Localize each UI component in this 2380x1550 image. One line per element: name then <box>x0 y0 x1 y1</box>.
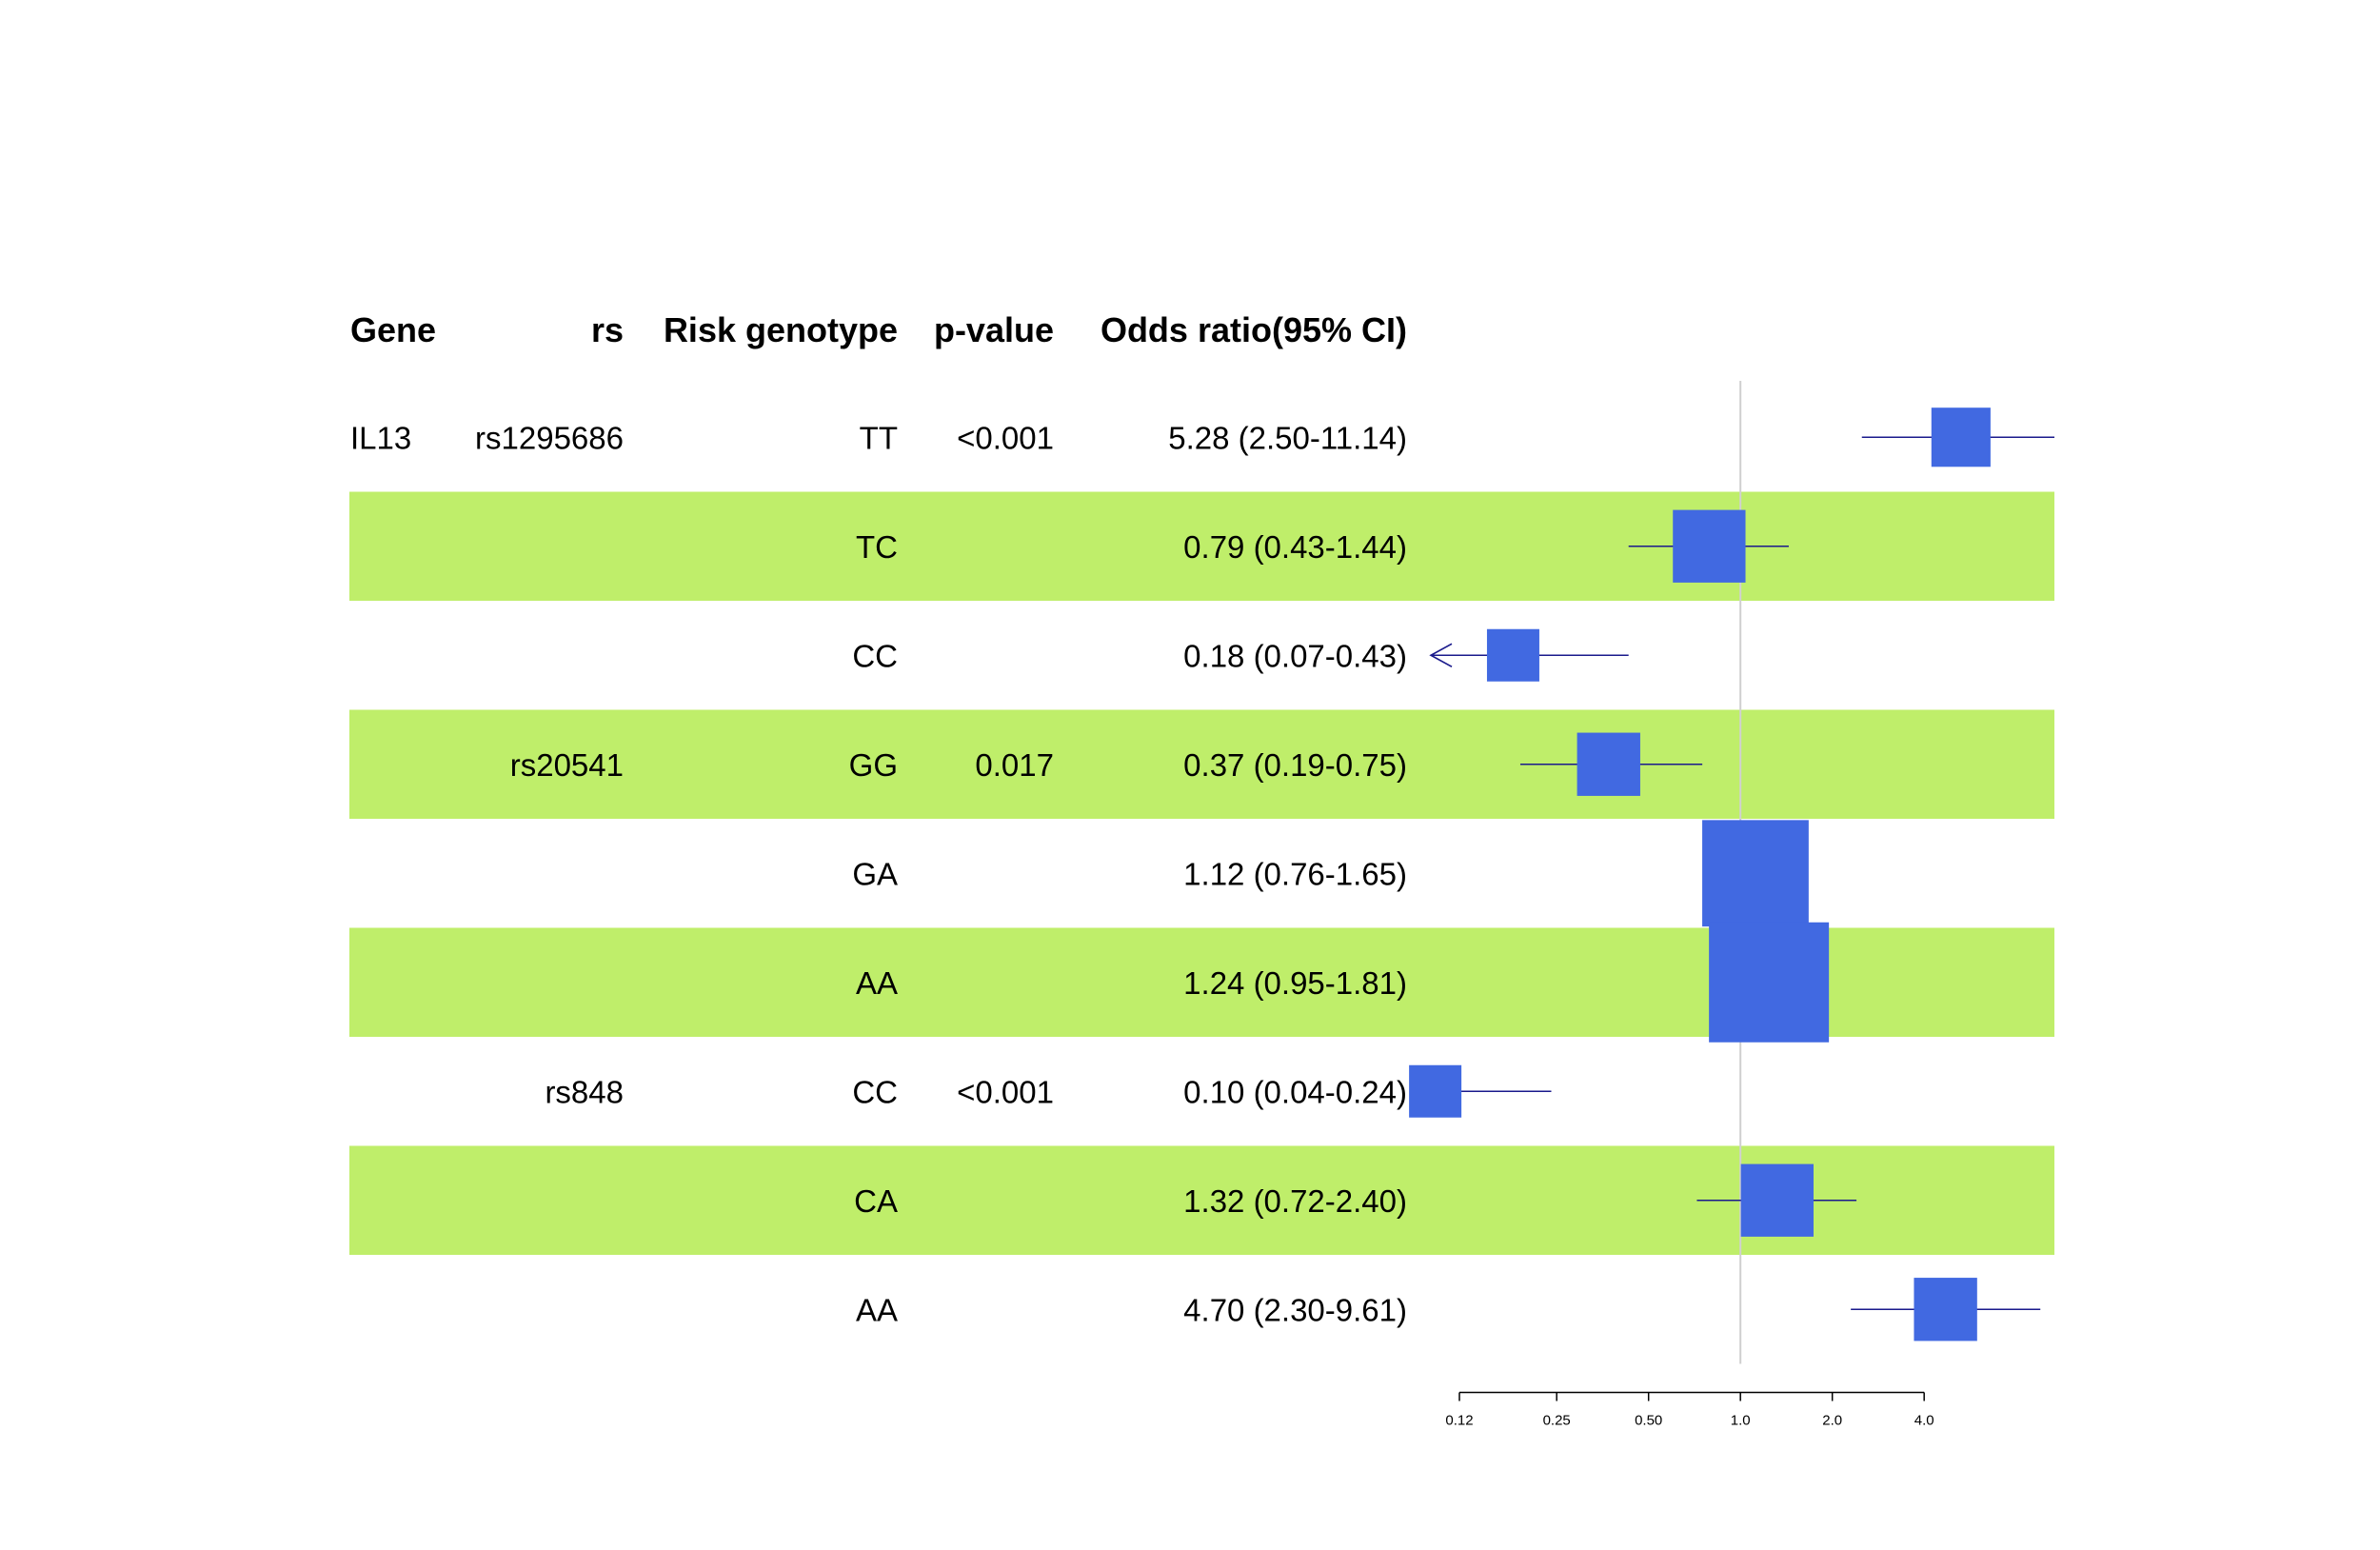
cell-odds-ratio: 0.37 (0.19-0.75) <box>1183 747 1407 783</box>
cell-p-value: <0.001 <box>957 420 1054 455</box>
table-header: Gene rs Risk genotype p-value Odds ratio… <box>350 310 1407 349</box>
x-axis: 0.12 0.25 0.50 1.0 2.0 4.0 <box>1445 1391 1934 1429</box>
or-box <box>1914 1278 1977 1341</box>
cell-genotype: GG <box>849 747 898 783</box>
cell-gene: IL13 <box>350 420 411 455</box>
cell-rs: rs20541 <box>510 747 624 783</box>
cell-genotype: CC <box>852 638 898 673</box>
table-rows: IL13 rs1295686 TT <0.001 5.28 (2.50-11.14) TC… <box>350 420 1407 1327</box>
or-box <box>1709 922 1830 1043</box>
or-box <box>1409 1064 1462 1118</box>
cell-odds-ratio: 0.18 (0.07-0.43) <box>1183 638 1407 673</box>
header-gene: Gene <box>350 310 436 349</box>
cell-p-value: <0.001 <box>957 1074 1054 1109</box>
cell-p-value: 0.017 <box>975 747 1054 783</box>
cell-genotype: GA <box>852 856 898 891</box>
or-box <box>1702 820 1809 927</box>
or-box <box>1577 732 1640 796</box>
x-tick-label: 0.50 <box>1635 1413 1662 1429</box>
cell-odds-ratio: 1.32 (0.72-2.40) <box>1183 1183 1407 1219</box>
cell-odds-ratio: 0.79 (0.43-1.44) <box>1183 529 1407 565</box>
or-box <box>1673 509 1746 583</box>
cell-genotype: TT <box>860 420 898 455</box>
header-risk-genotype: Risk genotype <box>664 310 898 349</box>
or-box <box>1486 628 1539 682</box>
x-tick-label: 4.0 <box>1914 1413 1934 1429</box>
cell-odds-ratio: 4.70 (2.30-9.61) <box>1183 1292 1407 1327</box>
or-box <box>1740 1163 1814 1237</box>
header-rs: rs <box>591 310 624 349</box>
cell-odds-ratio: 1.24 (0.95-1.81) <box>1183 965 1407 1001</box>
cell-odds-ratio: 0.10 (0.04-0.24) <box>1183 1074 1407 1109</box>
row-band <box>349 709 2054 819</box>
header-odds-ratio: Odds ratio(95% CI) <box>1101 310 1407 349</box>
cell-odds-ratio: 1.12 (0.76-1.65) <box>1183 856 1407 891</box>
header-p-value: p-value <box>934 310 1054 349</box>
cell-genotype: AA <box>856 1292 898 1327</box>
cell-odds-ratio: 5.28 (2.50-11.14) <box>1168 420 1407 455</box>
cell-rs: rs1295686 <box>475 420 624 455</box>
or-box <box>1931 407 1991 467</box>
ci-arrow <box>1429 643 1453 667</box>
cell-genotype: TC <box>856 529 898 565</box>
cell-genotype: CA <box>854 1183 898 1219</box>
forest-marks <box>1409 407 2054 1341</box>
cell-genotype: AA <box>856 965 898 1001</box>
x-tick-label: 2.0 <box>1822 1413 1842 1429</box>
cell-genotype: CC <box>852 1074 898 1109</box>
x-tick-label: 0.25 <box>1543 1413 1571 1429</box>
x-tick-label: 0.12 <box>1445 1413 1473 1429</box>
cell-rs: rs848 <box>545 1074 624 1109</box>
x-tick-label: 1.0 <box>1731 1413 1751 1429</box>
